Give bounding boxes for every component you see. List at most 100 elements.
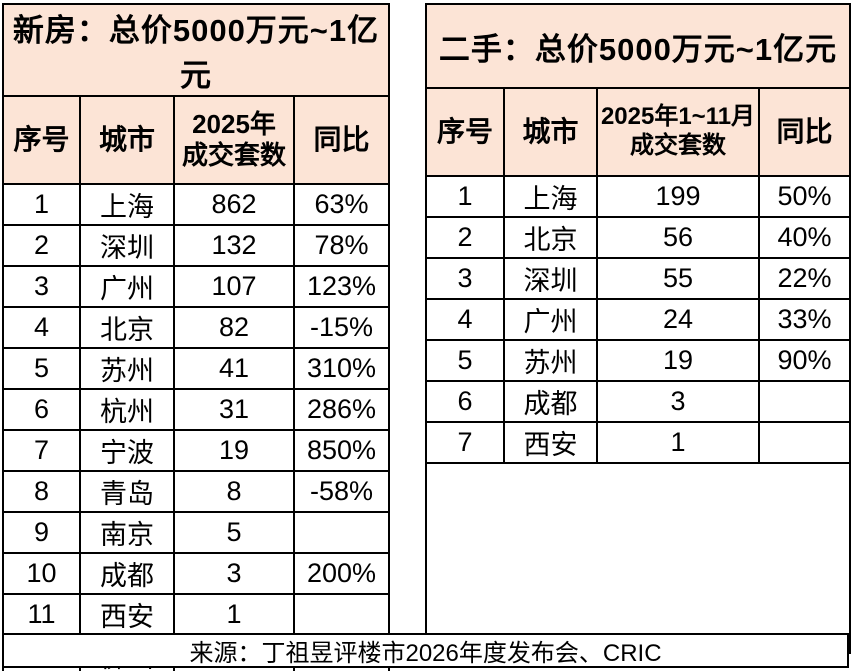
yoy-cell: 78% bbox=[293, 224, 390, 267]
city-cell: 西安 bbox=[79, 593, 175, 636]
table-row: 4 北京 82 -15% bbox=[2, 306, 390, 349]
table-row: 5 苏州 41 310% bbox=[2, 347, 390, 390]
yoy-cell: -15% bbox=[293, 306, 390, 349]
yoy-cell bbox=[293, 593, 390, 636]
units-cell: 19 bbox=[596, 339, 760, 382]
yoy-cell: 200% bbox=[293, 552, 390, 595]
units-cell: 31 bbox=[173, 388, 295, 431]
rank-cell: 6 bbox=[425, 380, 505, 423]
units-cell: 132 bbox=[173, 224, 295, 267]
city-cell: 深圳 bbox=[503, 257, 598, 300]
city-cell: 杭州 bbox=[79, 388, 175, 431]
empty-area bbox=[425, 462, 851, 654]
rank-cell: 4 bbox=[2, 306, 81, 349]
yoy-cell: 33% bbox=[758, 298, 851, 341]
rank-cell: 11 bbox=[2, 593, 81, 636]
rank-cell: 8 bbox=[2, 470, 81, 513]
table-row: 8 青岛 8 -58% bbox=[2, 470, 390, 513]
table-row: 6 杭州 31 286% bbox=[2, 388, 390, 431]
city-cell: 北京 bbox=[503, 216, 598, 259]
units-cell: 862 bbox=[173, 183, 295, 226]
units-cell: 1 bbox=[173, 593, 295, 636]
yoy-cell bbox=[293, 511, 390, 554]
source-note: 来源：丁祖昱评楼市2026年度发布会、CRIC bbox=[2, 633, 849, 668]
city-cell: 青岛 bbox=[79, 470, 175, 513]
column-header-city: 城市 bbox=[503, 87, 598, 177]
city-cell: 上海 bbox=[79, 183, 175, 226]
rank-cell: 5 bbox=[425, 339, 505, 382]
yoy-cell: -58% bbox=[293, 470, 390, 513]
city-cell: 成都 bbox=[503, 380, 598, 423]
rank-cell: 5 bbox=[2, 347, 81, 390]
city-cell: 广州 bbox=[79, 265, 175, 308]
rank-cell: 4 bbox=[425, 298, 505, 341]
units-cell: 82 bbox=[173, 306, 295, 349]
new-homes-table: 新房：总价5000万元~1亿元 序号 城市 2025年 成交套数 同比 1 上海… bbox=[2, 3, 390, 671]
table-row: 序号 城市 2025年1~11月 成交套数 同比 bbox=[425, 87, 851, 177]
column-header-units: 2025年1~11月 成交套数 bbox=[596, 87, 760, 177]
rank-cell: 10 bbox=[2, 552, 81, 595]
units-cell: 5 bbox=[173, 511, 295, 554]
yoy-cell: 850% bbox=[293, 429, 390, 472]
yoy-cell: 63% bbox=[293, 183, 390, 226]
column-header-yoy: 同比 bbox=[293, 95, 390, 185]
column-header-yoy: 同比 bbox=[758, 87, 851, 177]
table-row: 4 广州 24 33% bbox=[425, 298, 851, 341]
units-cell: 56 bbox=[596, 216, 760, 259]
units-cell: 1 bbox=[596, 421, 760, 464]
yoy-cell bbox=[758, 421, 851, 464]
table-row bbox=[425, 462, 851, 654]
yoy-cell: 40% bbox=[758, 216, 851, 259]
column-header-units: 2025年 成交套数 bbox=[173, 95, 295, 185]
city-cell: 广州 bbox=[503, 298, 598, 341]
rank-cell: 2 bbox=[2, 224, 81, 267]
yoy-cell: 310% bbox=[293, 347, 390, 390]
table-row: 7 宁波 19 850% bbox=[2, 429, 390, 472]
yoy-cell: 22% bbox=[758, 257, 851, 300]
table-row: 9 南京 5 bbox=[2, 511, 390, 554]
yoy-cell: 123% bbox=[293, 265, 390, 308]
table-row: 二手：总价5000万元~1亿元 bbox=[425, 3, 851, 89]
table-row: 5 苏州 19 90% bbox=[425, 339, 851, 382]
column-header-city: 城市 bbox=[79, 95, 175, 185]
units-cell: 24 bbox=[596, 298, 760, 341]
yoy-cell bbox=[758, 380, 851, 423]
rank-cell: 9 bbox=[2, 511, 81, 554]
units-cell: 19 bbox=[173, 429, 295, 472]
column-header-rank: 序号 bbox=[425, 87, 505, 177]
units-cell: 107 bbox=[173, 265, 295, 308]
table-title: 二手：总价5000万元~1亿元 bbox=[425, 3, 851, 89]
table-row: 3 广州 107 123% bbox=[2, 265, 390, 308]
rank-cell: 3 bbox=[2, 265, 81, 308]
units-cell: 41 bbox=[173, 347, 295, 390]
units-cell: 3 bbox=[173, 552, 295, 595]
city-cell: 西安 bbox=[503, 421, 598, 464]
table-row: 3 深圳 55 22% bbox=[425, 257, 851, 300]
city-cell: 宁波 bbox=[79, 429, 175, 472]
table-title: 新房：总价5000万元~1亿元 bbox=[2, 3, 390, 97]
table-row: 6 成都 3 bbox=[425, 380, 851, 423]
units-cell: 55 bbox=[596, 257, 760, 300]
rank-cell: 3 bbox=[425, 257, 505, 300]
rank-cell: 6 bbox=[2, 388, 81, 431]
city-cell: 北京 bbox=[79, 306, 175, 349]
table-row: 10 成都 3 200% bbox=[2, 552, 390, 595]
table-row: 序号 城市 2025年 成交套数 同比 bbox=[2, 95, 390, 185]
city-cell: 成都 bbox=[79, 552, 175, 595]
rank-cell: 1 bbox=[2, 183, 81, 226]
table-row: 2 北京 56 40% bbox=[425, 216, 851, 259]
table-row: 11 西安 1 bbox=[2, 593, 390, 636]
table-row: 1 上海 862 63% bbox=[2, 183, 390, 226]
yoy-cell: 50% bbox=[758, 175, 851, 218]
table-row: 7 西安 1 bbox=[425, 421, 851, 464]
resale-homes-table: 二手：总价5000万元~1亿元 序号 城市 2025年1~11月 成交套数 同比… bbox=[425, 3, 851, 654]
table-row: 1 上海 199 50% bbox=[425, 175, 851, 218]
city-cell: 苏州 bbox=[503, 339, 598, 382]
units-cell: 3 bbox=[596, 380, 760, 423]
table-row: 新房：总价5000万元~1亿元 bbox=[2, 3, 390, 97]
city-cell: 上海 bbox=[503, 175, 598, 218]
yoy-cell: 90% bbox=[758, 339, 851, 382]
city-cell: 苏州 bbox=[79, 347, 175, 390]
rank-cell: 1 bbox=[425, 175, 505, 218]
